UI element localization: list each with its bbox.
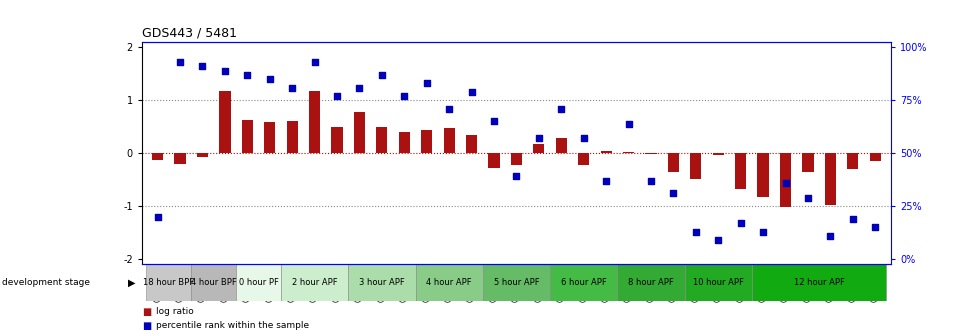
Point	[329, 93, 344, 99]
Bar	[533, 144, 544, 153]
Point	[351, 85, 367, 90]
Bar	[174, 153, 186, 164]
Point	[688, 229, 703, 234]
Bar	[757, 153, 768, 197]
Text: 6 hour APF: 6 hour APF	[560, 278, 606, 287]
Bar	[421, 130, 432, 153]
Bar	[236, 264, 281, 301]
Point	[374, 72, 389, 78]
Point	[643, 178, 658, 183]
Point	[553, 106, 568, 112]
Point	[598, 178, 613, 183]
Point	[575, 136, 591, 141]
Bar	[802, 153, 813, 172]
Point	[195, 64, 210, 69]
Point	[217, 68, 233, 73]
Text: 0 hour PF: 0 hour PF	[239, 278, 278, 287]
Bar	[242, 120, 252, 153]
Point	[419, 81, 434, 86]
Bar	[734, 153, 745, 189]
Bar	[287, 121, 297, 153]
Text: 18 hour BPF: 18 hour BPF	[143, 278, 195, 287]
Point	[867, 224, 882, 230]
Point	[822, 233, 837, 239]
Point	[799, 195, 815, 200]
Bar	[751, 264, 885, 301]
Text: 5 hour APF: 5 hour APF	[493, 278, 539, 287]
Point	[754, 229, 770, 234]
Point	[777, 180, 792, 185]
Bar	[281, 264, 348, 301]
Bar	[645, 153, 656, 154]
Text: 12 hour APF: 12 hour APF	[793, 278, 844, 287]
Bar	[667, 153, 679, 172]
Bar	[353, 112, 365, 153]
Bar	[684, 264, 751, 301]
Text: percentile rank within the sample: percentile rank within the sample	[156, 322, 308, 330]
Bar	[689, 153, 700, 178]
Bar	[147, 264, 191, 301]
Text: GDS443 / 5481: GDS443 / 5481	[142, 27, 237, 39]
Point	[150, 214, 165, 219]
Bar	[197, 153, 208, 157]
Text: 4 hour BPF: 4 hour BPF	[191, 278, 237, 287]
Point	[396, 93, 412, 99]
Bar	[219, 91, 230, 153]
Text: 4 hour APF: 4 hour APF	[425, 278, 471, 287]
Text: 2 hour APF: 2 hour APF	[291, 278, 337, 287]
Bar	[712, 153, 723, 155]
Bar	[600, 151, 611, 153]
Bar	[622, 152, 634, 153]
Point	[172, 59, 188, 65]
Bar	[398, 132, 410, 153]
Bar	[264, 122, 275, 153]
Point	[710, 237, 726, 243]
Bar	[332, 127, 342, 153]
Text: 10 hour APF: 10 hour APF	[692, 278, 743, 287]
Text: log ratio: log ratio	[156, 307, 194, 316]
Point	[509, 174, 524, 179]
Point	[620, 121, 636, 126]
Bar	[488, 153, 499, 168]
Bar	[309, 91, 320, 153]
Text: ■: ■	[142, 321, 151, 331]
Bar	[556, 138, 566, 153]
Point	[240, 72, 255, 78]
Point	[733, 220, 748, 226]
Text: ▶: ▶	[127, 278, 135, 288]
Point	[665, 191, 681, 196]
Point	[306, 59, 322, 65]
Point	[464, 89, 479, 94]
Point	[486, 119, 502, 124]
Point	[844, 216, 860, 221]
Text: 8 hour APF: 8 hour APF	[628, 278, 673, 287]
Bar	[466, 135, 476, 153]
Bar	[376, 127, 387, 153]
Bar	[823, 153, 835, 205]
Bar	[152, 153, 163, 160]
Bar	[550, 264, 617, 301]
Text: development stage: development stage	[2, 278, 90, 287]
Bar	[577, 153, 589, 165]
Bar	[846, 153, 858, 169]
Bar	[443, 128, 455, 153]
Bar	[191, 264, 236, 301]
Bar	[415, 264, 482, 301]
Point	[262, 76, 278, 82]
Text: 3 hour APF: 3 hour APF	[359, 278, 404, 287]
Point	[284, 85, 299, 90]
Bar	[779, 153, 790, 207]
Point	[441, 106, 457, 112]
Bar	[868, 153, 880, 161]
Point	[530, 136, 546, 141]
Bar	[617, 264, 684, 301]
Bar	[511, 153, 521, 165]
Bar	[348, 264, 415, 301]
Bar	[482, 264, 550, 301]
Text: ■: ■	[142, 307, 151, 317]
